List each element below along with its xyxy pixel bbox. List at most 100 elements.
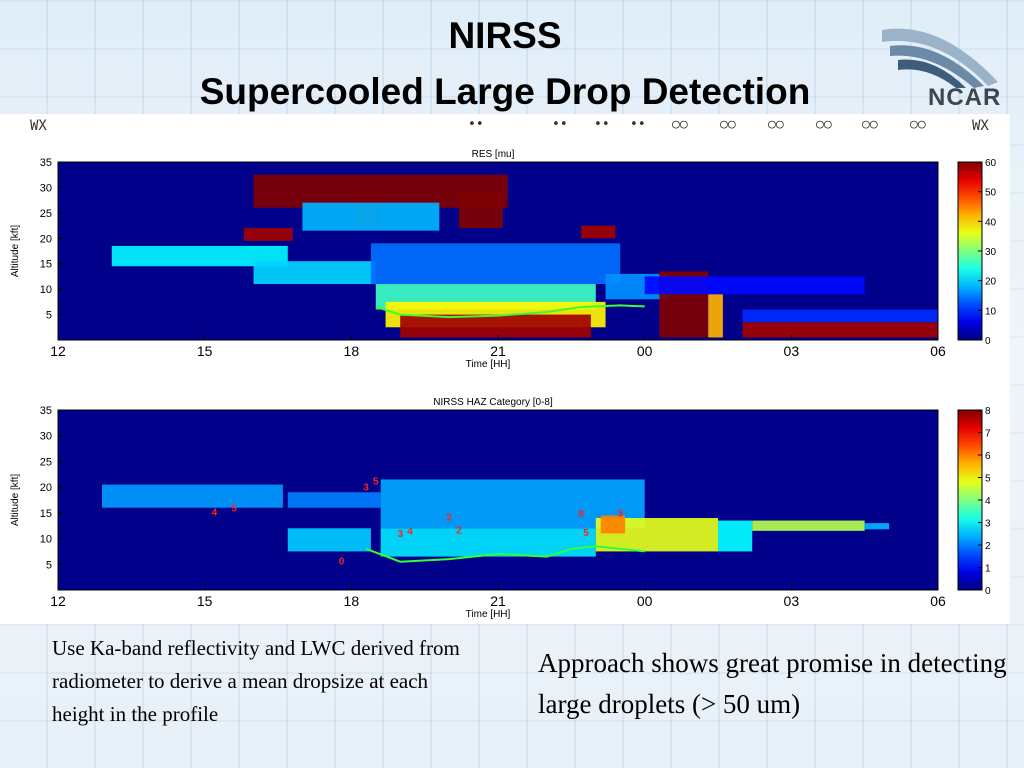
y-tick-label: 10: [40, 284, 52, 296]
colorbar-tick-label: 5: [985, 474, 991, 485]
x-tick-label: 12: [50, 343, 66, 359]
category-label: 3: [617, 508, 623, 519]
category-label: 5: [583, 528, 589, 539]
chart-title: RES [mu]: [472, 149, 515, 160]
category-label: 8: [578, 509, 584, 520]
wx-symbol: ○○: [910, 117, 926, 132]
x-tick-label: 18: [344, 343, 360, 359]
y-axis-label: Altitude [kft]: [10, 225, 21, 277]
y-tick-label: 20: [40, 233, 52, 245]
category-label: 5: [373, 477, 379, 488]
caption-right: Approach shows great promise in detectin…: [538, 648, 1007, 719]
data-region: [370, 243, 621, 285]
category-label: 0: [339, 556, 345, 567]
x-tick-label: 00: [637, 343, 653, 359]
wx-symbol: ○○: [672, 117, 688, 132]
wx-label-right: WX: [972, 118, 989, 134]
chart-1: RES [mu] 12 15 18 21 00 03 06 Time [HH] 5 10 15 20 25…: [10, 149, 997, 370]
wx-symbol: ○○: [768, 117, 784, 132]
x-tick-label: 12: [50, 593, 66, 609]
x-axis-label: Time [HH]: [466, 359, 511, 370]
y-tick-label: 35: [40, 405, 52, 417]
colorbar-tick-label: 4: [985, 496, 991, 507]
y-tick-label: 5: [46, 559, 52, 571]
wx-symbol: ••: [594, 117, 610, 132]
data-region: [742, 322, 938, 338]
x-axis-label: Time [HH]: [466, 609, 511, 620]
y-tick-label: 10: [40, 534, 52, 546]
data-region: [742, 309, 938, 323]
wx-label-left: WX: [30, 118, 47, 134]
x-tick-label: 06: [930, 343, 946, 359]
chart-title: NIRSS HAZ Category [0-8]: [433, 397, 553, 408]
y-axis-label: Altitude [kft]: [10, 474, 21, 526]
data-region: [111, 245, 288, 267]
data-region: [581, 225, 616, 239]
y-tick-label: 20: [40, 482, 52, 494]
colorbar-tick-label: 6: [985, 451, 991, 462]
colorbar-tick-label: 2: [985, 541, 991, 552]
colorbar-tick-label: 10: [985, 306, 997, 317]
x-tick-label: 00: [637, 593, 653, 609]
freezing-level-line: [375, 304, 645, 319]
freezing-level-line: [365, 545, 645, 563]
weather-symbol-bar: WX •• •• •• •• ○○ ○○ ○○ ○○ ○○ ○○ WX: [0, 114, 1010, 142]
y-tick-label: 35: [40, 157, 52, 169]
category-label: 3: [363, 483, 369, 494]
y-tick-label: 15: [40, 508, 52, 520]
y-tick-label: 30: [40, 182, 52, 194]
data-region: [302, 202, 440, 231]
data-region: [718, 520, 753, 552]
x-tick-label: 21: [490, 593, 506, 609]
data-region: [600, 515, 626, 534]
x-tick-label: 18: [344, 593, 360, 609]
colorbar-tick-label: 7: [985, 429, 991, 440]
category-label: 3: [397, 529, 403, 540]
data-region: [287, 492, 381, 508]
y-tick-label: 25: [40, 208, 52, 220]
colorbar-tick-label: 30: [985, 247, 997, 258]
colorbar-tick-label: 60: [985, 158, 997, 169]
y-tick-label: 15: [40, 259, 52, 271]
figure-panel: WX •• •• •• •• ○○ ○○ ○○ ○○ ○○ ○○ WX RES …: [0, 114, 1010, 624]
data-region: [400, 314, 591, 338]
category-label: 2: [456, 525, 462, 536]
colorbar-tick-label: 0: [985, 586, 991, 597]
data-region: [458, 192, 503, 229]
x-tick-label: 21: [490, 343, 506, 359]
category-label: 4: [212, 507, 218, 518]
category-label: 4: [407, 526, 413, 537]
colorbar-tick-label: 50: [985, 188, 997, 199]
data-region: [708, 294, 723, 338]
colorbar-tick-label: 3: [985, 519, 991, 530]
y-tick-label: 30: [40, 431, 52, 443]
wx-symbol: ○○: [816, 117, 832, 132]
ncar-logo-text: NCAR: [928, 84, 1002, 111]
data-region: [102, 484, 283, 508]
colorbar-tick-label: 0: [985, 336, 991, 347]
slide-title: NIRSS: [448, 15, 562, 56]
x-tick-label: 06: [930, 593, 946, 609]
x-tick-label: 15: [197, 343, 213, 359]
data-region: [243, 228, 293, 241]
data-region: [287, 528, 371, 552]
colorbar-tick-label: 40: [985, 217, 997, 228]
y-tick-label: 5: [46, 310, 52, 322]
slide-subtitle: Supercooled Large Drop Detection: [199, 71, 811, 112]
wx-symbol: ••: [468, 117, 484, 132]
wx-symbol: ••: [630, 117, 646, 132]
x-tick-label: 03: [784, 593, 800, 609]
colorbar-tick-label: 20: [985, 277, 997, 288]
data-region: [752, 520, 865, 531]
plot-area: [111, 174, 938, 338]
colorbar-tick-label: 1: [985, 564, 991, 575]
wx-symbol: ••: [552, 117, 568, 132]
x-tick-label: 03: [784, 343, 800, 359]
x-tick-label: 15: [197, 593, 213, 609]
y-tick-label: 25: [40, 456, 52, 468]
data-region: [644, 276, 865, 295]
category-label: 5: [231, 503, 237, 514]
data-region: [864, 523, 890, 530]
